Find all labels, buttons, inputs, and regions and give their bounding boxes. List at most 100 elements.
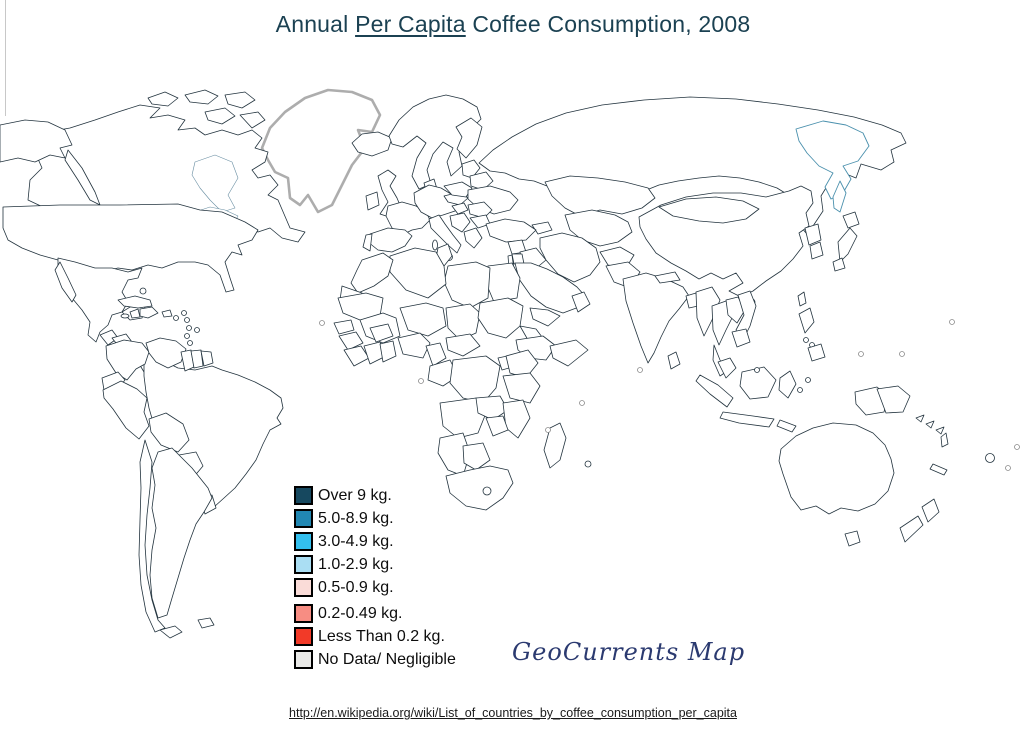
legend-label: 3.0-4.9 kg. (318, 532, 394, 550)
region-ireland (365, 191, 380, 211)
region-canada-islands (184, 89, 219, 105)
legend-item: Over 9 kg. (294, 486, 456, 505)
region-canada-islands (147, 91, 179, 107)
region-canada-islands (224, 91, 256, 109)
region-luzon (798, 307, 815, 334)
title-suffix: Coffee Consumption, 2008 (465, 11, 751, 37)
region-antilles-small (194, 327, 200, 333)
island-dot (899, 351, 905, 357)
region-falkland-islands (197, 617, 215, 629)
left-edge-line (5, 0, 6, 116)
region-niger (399, 302, 447, 337)
title-underlined: Per Capita (355, 11, 466, 37)
island-dot (579, 400, 585, 406)
region-madagascar (543, 422, 567, 469)
region-somalia (549, 339, 589, 367)
legend-item: Less Than 0.2 kg. (294, 627, 456, 646)
region-central-asia (564, 209, 633, 247)
island-dot (637, 367, 643, 373)
region-new-caledonia (929, 463, 948, 476)
region-portugal (362, 233, 373, 252)
region-france (385, 201, 431, 236)
region-french-guiana (200, 350, 214, 367)
region-nigeria (397, 332, 431, 359)
region-antilles-small (173, 315, 179, 321)
region-canada-islands (204, 107, 236, 125)
legend-swatch (294, 555, 313, 574)
region-ghana (379, 340, 397, 363)
region-senegal (333, 319, 355, 335)
region-turkey (485, 218, 537, 243)
legend-label: 1.0-2.9 kg. (318, 555, 394, 573)
region-jordan (511, 253, 525, 265)
region-kenya (505, 349, 539, 379)
region-sardinia (432, 239, 438, 251)
legend-swatch (294, 509, 313, 528)
region-chad (445, 303, 481, 341)
region-south-africa (445, 465, 514, 511)
region-libya (443, 261, 491, 309)
legend-swatch (294, 532, 313, 551)
region-australia (778, 422, 895, 515)
legend-swatch (294, 578, 313, 597)
region-greece (463, 227, 483, 249)
region-romania (467, 201, 493, 219)
region-egypt (485, 262, 521, 303)
region-cambodia (731, 328, 751, 348)
legend-item: 0.2-0.49 kg. (294, 604, 456, 623)
legend-label: 0.5-0.9 kg. (318, 578, 394, 596)
region-lesser-antilles (184, 333, 190, 339)
region-caucasus (531, 221, 553, 235)
region-chile (138, 439, 166, 633)
region-germany-central-europe (413, 184, 460, 219)
region-botswana (462, 442, 491, 471)
region-haiti (129, 308, 141, 319)
region-brunei (754, 367, 760, 373)
region-sumatra (695, 374, 734, 408)
legend-label: 0.2-0.49 kg. (318, 604, 403, 622)
legend-swatch (294, 627, 313, 646)
region-peru (102, 380, 150, 440)
region-hungary (451, 202, 469, 215)
island-dot (1005, 465, 1011, 471)
region-cuba (117, 295, 153, 309)
region-russia-far-east (795, 120, 870, 200)
region-mexico (57, 257, 143, 343)
region-jamaica (120, 313, 130, 319)
region-mauritius (584, 460, 592, 468)
region-malaysia (717, 357, 737, 379)
region-suriname (190, 349, 204, 369)
island-dot (545, 427, 551, 433)
region-japan (832, 257, 846, 272)
source-line: http://en.wikipedia.org/wiki/List_of_cou… (0, 706, 1026, 720)
legend-item: 3.0-4.9 kg. (294, 532, 456, 551)
region-dominican-republic (139, 306, 159, 319)
region-myanmar (695, 286, 721, 337)
region-puerto-rico (161, 309, 173, 318)
region-lesotho (482, 486, 492, 496)
region-tasmania (844, 530, 861, 547)
region-mozambique (502, 399, 531, 439)
region-argentina (149, 447, 213, 619)
region-canada-islands (239, 111, 266, 129)
region-sudan (477, 297, 524, 339)
region-japan (842, 211, 860, 229)
island-dot (949, 319, 955, 325)
region-iceland (351, 131, 393, 157)
region-taiwan (797, 291, 807, 307)
legend-label: No Data/ Negligible (318, 650, 456, 668)
legend-swatch (294, 650, 313, 669)
title-prefix: Annual (275, 11, 356, 37)
legend: Over 9 kg. 5.0-8.9 kg. 3.0-4.9 kg. 1.0-2.9 … (294, 486, 456, 673)
island-dot (858, 351, 864, 357)
region-spain (367, 227, 413, 253)
region-morocco (350, 252, 394, 294)
region-mongolia (658, 196, 760, 224)
source-link[interactable]: http://en.wikipedia.org/wiki/List_of_cou… (289, 706, 737, 720)
region-tierra-del-fuego (159, 625, 183, 639)
region-lesser-antilles (186, 325, 192, 331)
region-cameroon (425, 342, 447, 367)
island-dot (1014, 444, 1020, 450)
legend-swatch (294, 486, 313, 505)
